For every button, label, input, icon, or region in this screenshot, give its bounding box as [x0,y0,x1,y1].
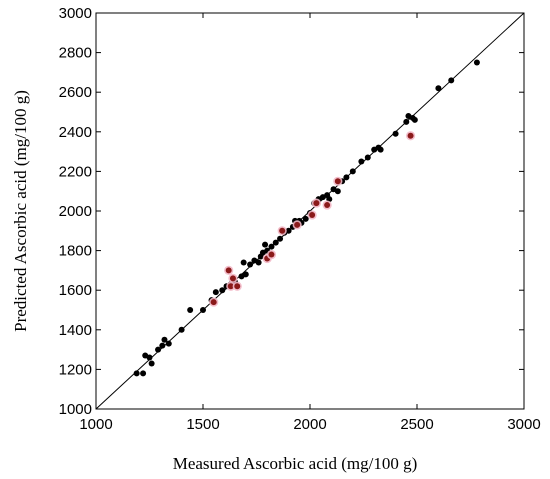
validation-point [324,202,331,209]
calibration-point [159,342,166,349]
calibration-point [277,235,284,242]
calibration-point [133,370,140,377]
validation-point [334,178,341,185]
y-tick-label: 1000 [59,401,92,418]
calibration-point [435,85,442,92]
calibration-point [285,227,292,234]
y-tick-label: 1200 [59,361,92,378]
validation-point [313,200,320,207]
calibration-point [262,241,269,248]
validation-point [279,227,286,234]
x-tick-labels: 1000 1500 2000 2500 3000 [79,13,541,433]
calibration-point [140,370,147,377]
calibration-point [411,116,418,123]
y-tick-label: 2600 [59,84,92,101]
y-tick-label: 2200 [59,163,92,180]
validation-point [309,211,316,218]
calibration-point [334,188,341,195]
x-tick-label: 1500 [186,416,219,433]
validation-point [234,283,241,290]
calibration-point [240,259,247,266]
calibration-point [255,259,262,266]
validation-point [294,221,301,228]
validation-point [407,132,414,139]
y-tick-label: 2000 [59,203,92,220]
calibration-point [161,336,168,343]
validation-point [229,275,236,282]
calibration-point [364,154,371,161]
calibration-point [155,346,162,353]
y-tick-labels: 1000 1200 1400 1600 1800 2000 2200 2400 2600 2800… [59,5,524,418]
validation-point [225,267,232,274]
calibration-point [200,307,206,313]
calibration-point [392,130,399,137]
y-tick-label: 2800 [59,45,92,62]
x-tick-label: 1000 [79,416,112,433]
x-tick-label: 2000 [293,416,326,433]
validation-point [268,251,275,258]
calibration-point [187,307,194,313]
y-tick-label: 1600 [59,282,92,299]
y-axis-label: Predicted Ascorbic acid (mg/100 g) [11,90,30,332]
calibration-point [358,158,365,165]
y-tick-label: 1800 [59,243,92,260]
calibration-point [473,59,480,66]
x-axis-label: Measured Ascorbic acid (mg/100 g) [173,454,418,473]
calibration-point [377,146,384,153]
calibration-point [268,243,275,250]
y-tick-label: 2400 [59,124,92,141]
validation-point [210,299,217,306]
calibration-point [219,287,226,294]
calibration-point [302,215,309,222]
calibration-point [242,271,249,278]
validation-point [227,283,234,290]
calibration-point [165,340,172,347]
y-tick-label: 3000 [59,5,92,22]
x-tick-label: 3000 [507,416,540,433]
calibration-point [148,360,155,367]
calibration-point [343,174,350,181]
x-tick-label: 2500 [400,416,433,433]
data-points [133,59,480,377]
calibration-point [247,261,254,268]
calibration-point [349,168,356,175]
calibration-point [448,77,455,84]
calibration-point [178,326,185,333]
calibration-point [272,239,279,246]
calibration-point [403,118,410,125]
calibration-point [146,354,153,361]
y-tick-label: 1400 [59,322,92,339]
plot-area-frame [95,12,525,410]
calibration-point [212,289,219,296]
